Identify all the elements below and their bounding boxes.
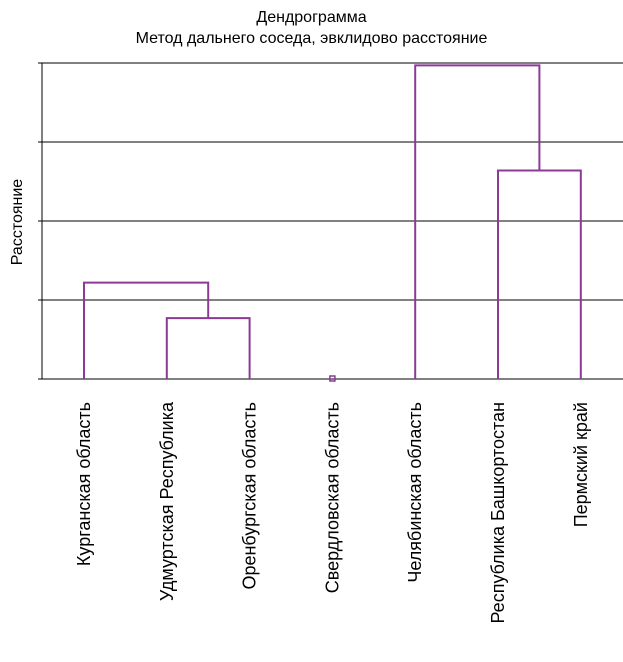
dendrogram-link xyxy=(497,169,582,379)
x-tick-label: Республика Башкортостан xyxy=(488,402,508,624)
dendrogram-link xyxy=(414,64,541,379)
chart-title: Дендрограмма xyxy=(256,9,367,26)
x-tick-label: Оренбургская область xyxy=(240,402,260,590)
dendrogram-leaf-marker xyxy=(329,375,336,382)
dendrogram-link xyxy=(83,281,210,379)
x-tick-label: Пермский край xyxy=(571,402,591,527)
x-tick-label: Свердловская область xyxy=(322,402,342,593)
x-tick-label: Курганская область xyxy=(74,402,94,566)
dendrogram-link xyxy=(165,317,251,379)
x-tick-label: Удмуртская Республика xyxy=(157,401,177,601)
chart-subtitle: Метод дальнего соседа, эвклидово расстоя… xyxy=(135,30,488,47)
x-tick-label: Челябинская область xyxy=(405,402,425,583)
